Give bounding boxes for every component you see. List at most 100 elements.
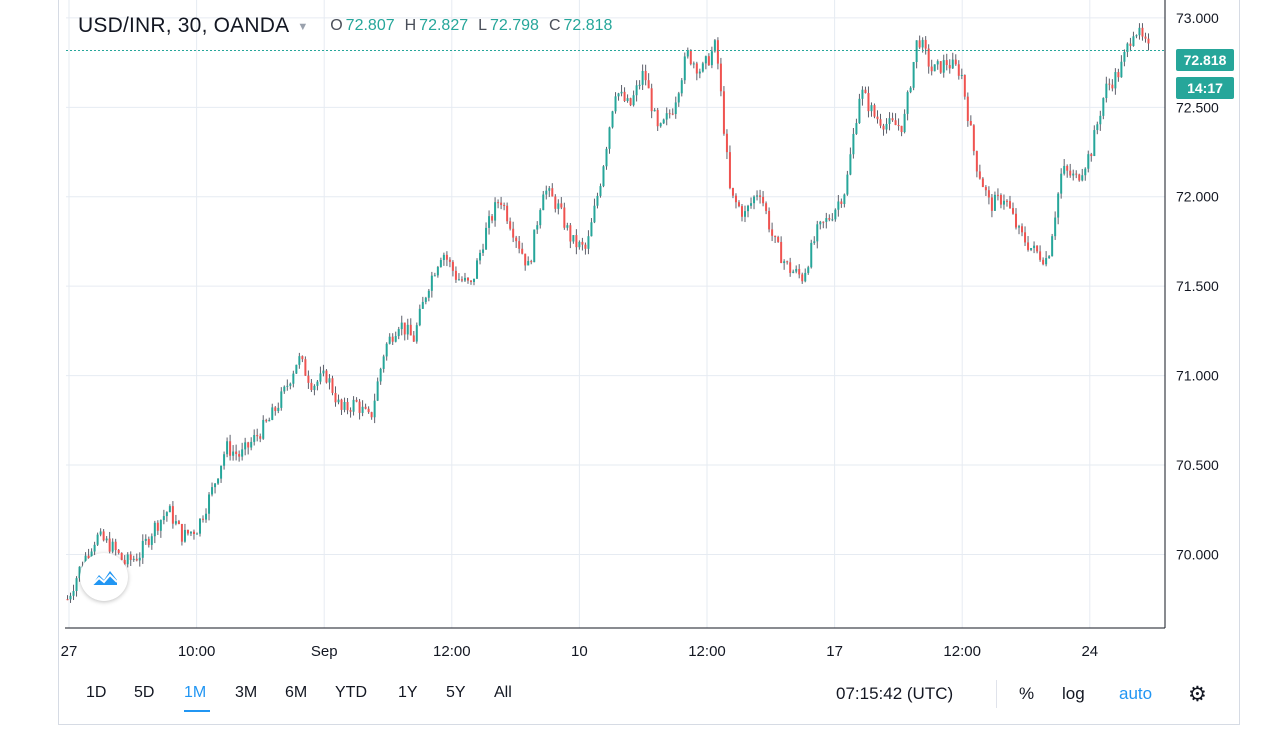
candle-body [590, 222, 593, 237]
candle-body [466, 277, 469, 281]
candle-body [834, 209, 837, 220]
range-5y-button[interactable]: 5Y [446, 684, 466, 701]
candle-body [1030, 248, 1033, 250]
time-tick-label: 10 [571, 643, 588, 660]
chevron-down-icon[interactable]: ▼ [297, 21, 309, 33]
candle-body [445, 254, 448, 260]
candle-body [421, 301, 424, 309]
range-3m-button[interactable]: 3M [235, 684, 258, 701]
candle-body [352, 399, 355, 412]
candle-body [217, 478, 220, 484]
candle-body [171, 506, 174, 524]
candle-body [515, 237, 518, 242]
candle-body [156, 522, 159, 531]
candle-body [319, 373, 322, 382]
candle-body [500, 202, 503, 206]
candle-body [792, 271, 795, 273]
candle-body [494, 202, 497, 221]
candle-body [536, 225, 539, 230]
candle-body [162, 516, 165, 521]
candle-body [885, 123, 888, 130]
time-tick-label: 24 [1081, 643, 1098, 660]
candle-body [804, 272, 807, 282]
utc-clock[interactable]: 07:15:42 (UTC) [836, 684, 954, 703]
candle-body [798, 268, 801, 275]
candle-body [283, 386, 286, 392]
candle-body [397, 329, 400, 337]
range-6m-button[interactable]: 6M [285, 684, 308, 701]
candles [66, 23, 1150, 603]
candle-body [301, 356, 304, 360]
candle-body [506, 205, 509, 222]
candle-body [1126, 43, 1129, 52]
candle-body [659, 123, 662, 127]
candle-body [1018, 226, 1021, 228]
candle-body [168, 506, 171, 513]
candle-body [1108, 83, 1111, 85]
candle-body [174, 521, 177, 524]
candle-body [987, 190, 990, 198]
candle-body [963, 74, 966, 97]
candle-body [647, 80, 650, 89]
range-1d-button[interactable]: 1D [86, 684, 107, 701]
candle-body [253, 435, 256, 442]
candle-body [238, 454, 241, 457]
candle-body [1066, 165, 1069, 171]
close-key: C [548, 17, 561, 34]
candle-body [927, 48, 930, 67]
range-all-button[interactable]: All [494, 684, 512, 701]
candle-body [1114, 72, 1117, 89]
time-tick-label: Sep [311, 643, 338, 660]
range-5d-button[interactable]: 5D [134, 684, 155, 701]
candle-body [1084, 168, 1087, 176]
candle-body [379, 368, 382, 382]
percent-toggle[interactable]: % [1019, 684, 1035, 703]
candle-body [1132, 36, 1135, 46]
candle-body [897, 125, 900, 127]
open-key: O [330, 17, 343, 34]
candle-body [909, 87, 912, 93]
candle-body [978, 171, 981, 179]
last-price-tag: 72.818 [1176, 49, 1234, 71]
candle-body [346, 401, 349, 411]
candle-body [331, 378, 334, 393]
candle-body [620, 91, 623, 94]
candle-body [223, 454, 226, 466]
range-1y-button[interactable]: 1Y [398, 684, 418, 701]
candle-body [491, 216, 494, 221]
gear-icon[interactable]: ⚙ [1188, 683, 1207, 706]
candle-body [307, 375, 310, 383]
candle-body [689, 50, 692, 65]
candle-body [274, 407, 277, 411]
candle-body [439, 260, 442, 267]
auto-toggle[interactable]: auto [1119, 684, 1153, 703]
candle-body [280, 391, 283, 408]
candle-body [259, 436, 262, 439]
candle-body [828, 218, 831, 220]
candle-body [241, 449, 244, 457]
log-toggle[interactable]: log [1062, 684, 1085, 703]
candle-body [668, 113, 671, 115]
range-1m-button[interactable]: 1M [184, 684, 207, 701]
candle-body [548, 188, 551, 191]
candle-body [801, 274, 804, 282]
tradingview-logo[interactable] [80, 553, 128, 601]
candle-body [933, 64, 936, 72]
candle-body [177, 521, 180, 525]
candle-body [759, 195, 762, 197]
price-tick-label: 72.000 [1176, 189, 1219, 205]
candle-body [542, 194, 545, 211]
range-ytd-button[interactable]: YTD [335, 684, 367, 701]
candle-body [123, 559, 126, 565]
candle-body [343, 401, 346, 410]
candle-body [771, 229, 774, 236]
candle-body [1105, 83, 1108, 99]
candle-body [563, 207, 566, 228]
candle-body [132, 558, 135, 561]
candle-body [584, 244, 587, 249]
symbol-title[interactable]: USD/INR, 30, OANDA [78, 14, 290, 37]
candle-body [1141, 27, 1144, 37]
candle-body [271, 407, 274, 420]
candle-body [373, 400, 376, 418]
